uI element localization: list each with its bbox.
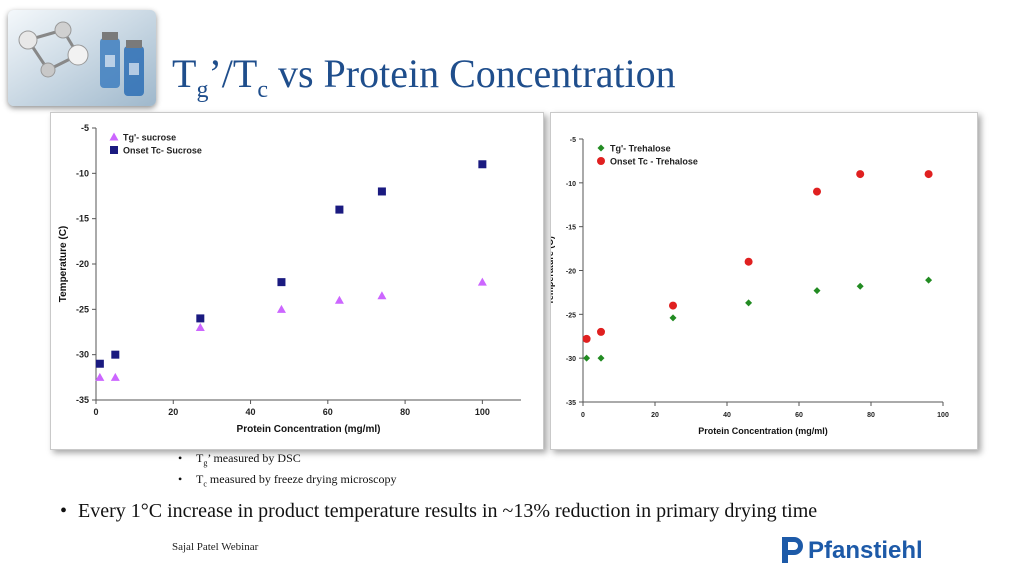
legend-marker xyxy=(597,157,605,165)
legend-label: Tg'- sucrose xyxy=(123,133,176,143)
data-point xyxy=(597,327,605,336)
note-tg-dsc: Tg’ measured by DSC xyxy=(178,450,397,471)
x-tick-label: 0 xyxy=(93,407,98,417)
slide-title: Tg’/Tc vs Protein Concentration xyxy=(172,51,676,103)
legend-label: Onset Tc - Trehalose xyxy=(610,157,698,167)
decorative-molecule-image xyxy=(8,10,156,106)
x-tick-label: 100 xyxy=(937,412,949,419)
y-tick-label: -20 xyxy=(76,259,89,269)
data-point xyxy=(925,276,933,284)
x-tick-label: 20 xyxy=(651,412,659,419)
data-point xyxy=(924,170,933,179)
key-point-bullet: • Every 1°C increase in product temperatu… xyxy=(60,500,818,522)
data-point xyxy=(335,205,344,214)
data-point xyxy=(196,314,205,323)
x-tick-label: 80 xyxy=(400,407,410,417)
legend-marker xyxy=(597,144,605,152)
legend-label: Onset Tc- Sucrose xyxy=(123,146,202,156)
data-point xyxy=(597,354,605,362)
y-tick-label: -35 xyxy=(76,395,89,405)
sucrose-chart: -5 -10 -15 -20 -25 -30 -35 0 20 40 60 80 100 Protein … xyxy=(50,112,544,450)
x-tick-label: 80 xyxy=(867,412,875,419)
y-tick-label: -5 xyxy=(570,137,576,144)
data-point xyxy=(111,350,120,359)
x-axis-label: Protein Concentration (mg/ml) xyxy=(237,424,381,435)
data-point xyxy=(582,334,591,343)
x-axis-label: Protein Concentration (mg/ml) xyxy=(698,426,828,436)
data-point xyxy=(377,291,387,300)
svg-text:Pfanstiehl: Pfanstiehl xyxy=(808,537,923,564)
data-point xyxy=(813,287,821,295)
data-point xyxy=(95,372,105,381)
trehalose-chart-svg: -5 -10 -15 -20 -25 -30 -35 0 20 40 60 80 100 Protein … xyxy=(551,137,949,436)
legend-label: Tg'- Trehalose xyxy=(610,144,671,154)
y-tick-label: -35 xyxy=(566,400,576,407)
data-point xyxy=(478,160,487,169)
x-tick-label: 0 xyxy=(581,412,585,419)
data-point xyxy=(856,282,864,290)
x-tick-label: 40 xyxy=(723,412,731,419)
x-tick-label: 60 xyxy=(795,412,803,419)
y-tick-label: -10 xyxy=(76,168,89,178)
x-tick-label: 100 xyxy=(475,407,490,417)
y-tick-label: -30 xyxy=(566,356,576,363)
footer-text: Sajal Patel Webinar xyxy=(172,541,259,553)
y-tick-label: -30 xyxy=(76,350,89,360)
data-point xyxy=(276,304,286,313)
data-point xyxy=(277,278,286,287)
data-point xyxy=(583,354,591,362)
data-point xyxy=(195,322,205,331)
x-tick-label: 20 xyxy=(168,407,178,417)
pfanstiehl-logo: Pfanstiehl xyxy=(780,533,960,565)
data-point xyxy=(377,187,386,196)
legend-marker xyxy=(109,132,119,141)
legend-marker xyxy=(110,146,118,154)
data-point xyxy=(745,299,753,307)
y-tick-label: -15 xyxy=(566,225,576,232)
data-point xyxy=(334,295,344,304)
sucrose-chart-svg: -5 -10 -15 -20 -25 -30 -35 0 20 40 60 80 100 Protein … xyxy=(58,123,521,435)
data-point xyxy=(110,372,120,381)
y-axis-label: Temperature (C) xyxy=(58,226,69,303)
y-axis-label: Temperature (C) xyxy=(551,236,555,305)
y-tick-label: -10 xyxy=(566,181,576,188)
data-point xyxy=(744,257,753,266)
y-tick-label: -5 xyxy=(81,123,89,133)
data-point xyxy=(856,170,865,179)
data-point xyxy=(813,187,821,196)
y-tick-label: -15 xyxy=(76,214,89,224)
data-point xyxy=(669,314,677,322)
data-point xyxy=(669,301,677,310)
note-tc-fdm: Tc measured by freeze drying microscopy xyxy=(178,471,397,492)
measurement-notes: Tg’ measured by DSC Tc measured by freez… xyxy=(178,450,397,493)
x-tick-label: 60 xyxy=(323,407,333,417)
molecule-vials-icon xyxy=(8,10,156,106)
data-point xyxy=(477,277,487,286)
y-tick-label: -25 xyxy=(76,304,89,314)
data-point xyxy=(95,359,104,368)
y-tick-label: -25 xyxy=(566,312,576,319)
x-tick-label: 40 xyxy=(246,407,256,417)
trehalose-chart: -5 -10 -15 -20 -25 -30 -35 0 20 40 60 80 100 Protein … xyxy=(550,112,978,450)
y-tick-label: -20 xyxy=(566,269,576,276)
brand-logo-icon: Pfanstiehl xyxy=(782,537,923,564)
